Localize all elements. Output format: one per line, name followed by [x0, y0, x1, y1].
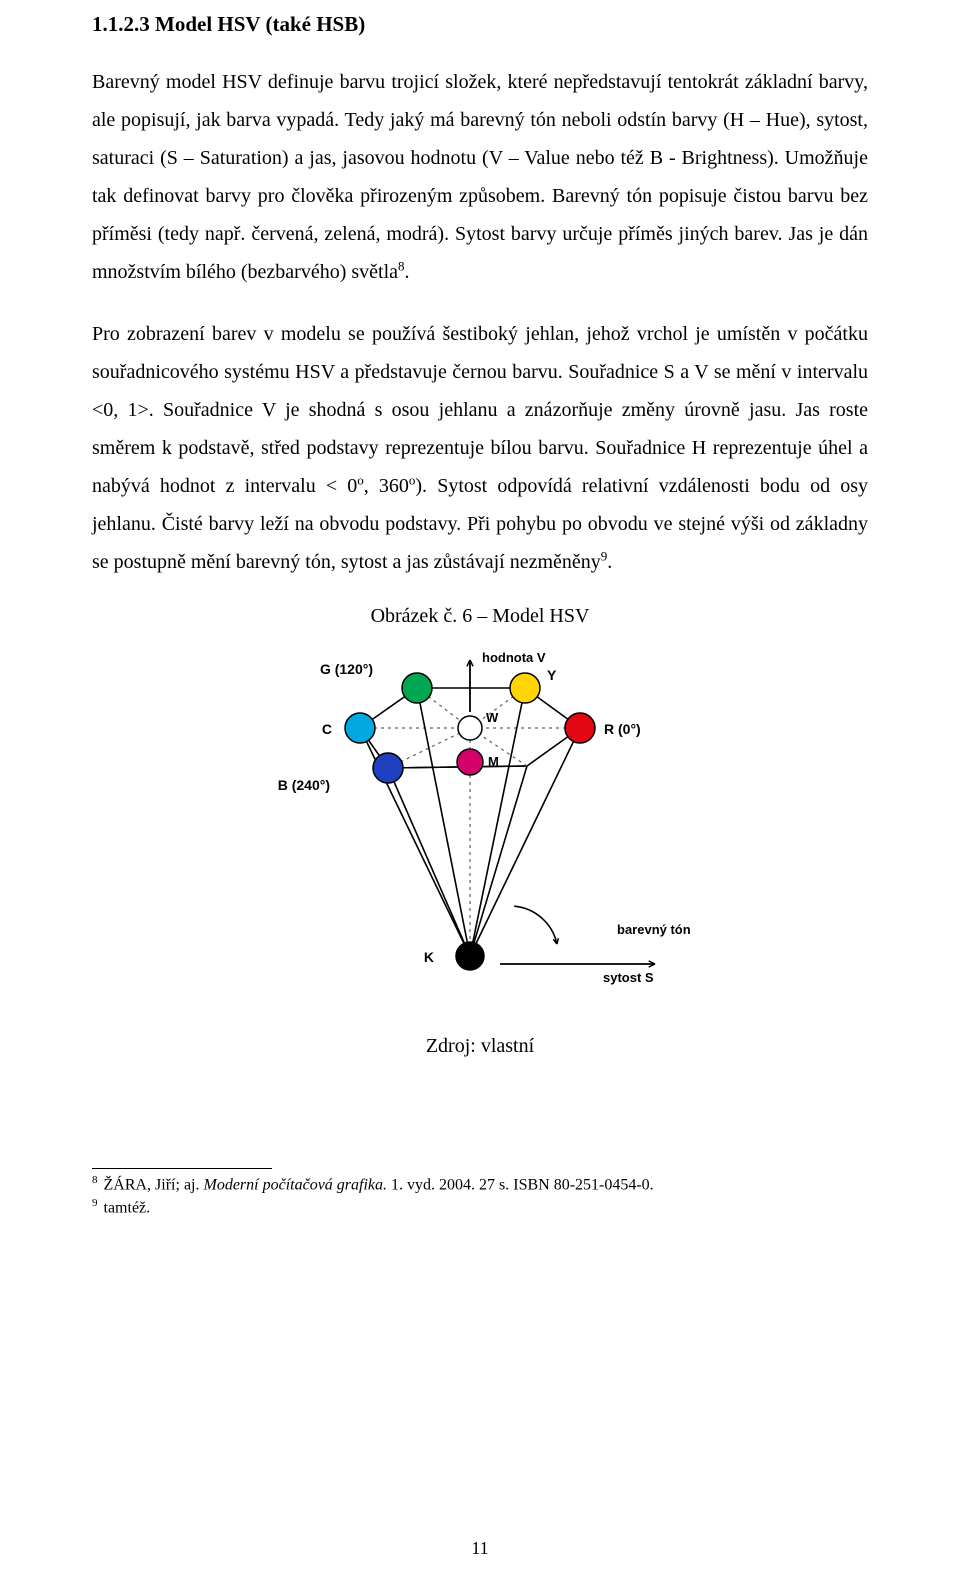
paragraph-2: Pro zobrazení barev v modelu se používá …	[92, 315, 868, 581]
hsv-cone-svg: W M C G (120°) Y R (0°) B (240°) Khodnota V syto…	[265, 638, 695, 1018]
svg-text:G (120°): G (120°)	[320, 661, 373, 677]
svg-text:barevný tón H: barevný tón H	[617, 922, 695, 937]
figure-caption: Obrázek č. 6 – Model HSV	[92, 605, 868, 628]
svg-text:sytost S: sytost S	[603, 970, 654, 985]
footnote-rule	[92, 1168, 272, 1169]
hsv-cone-diagram: W M C G (120°) Y R (0°) B (240°) Khodnota V syto…	[92, 638, 868, 1023]
footnote-8: 8 ŽÁRA, Jiří; aj. Moderní počítačová gra…	[92, 1173, 868, 1196]
svg-text:C: C	[322, 721, 332, 737]
page-number: 11	[0, 1538, 960, 1559]
svg-text:Y: Y	[547, 667, 557, 683]
paragraph-1: Barevný model HSV definuje barvu trojicí…	[92, 63, 868, 291]
svg-text:hodnota V: hodnota V	[482, 650, 546, 665]
svg-text:W: W	[486, 710, 499, 725]
section-heading: 1.1.2.3 Model HSV (také HSB)	[92, 12, 868, 37]
svg-text:M: M	[488, 754, 499, 769]
svg-text:B (240°): B (240°)	[278, 777, 330, 793]
footnote-9: 9 tamtéž.	[92, 1196, 868, 1219]
svg-text:R (0°): R (0°)	[604, 721, 641, 737]
figure-source: Zdroj: vlastní	[92, 1035, 868, 1058]
svg-text:K: K	[424, 949, 434, 965]
